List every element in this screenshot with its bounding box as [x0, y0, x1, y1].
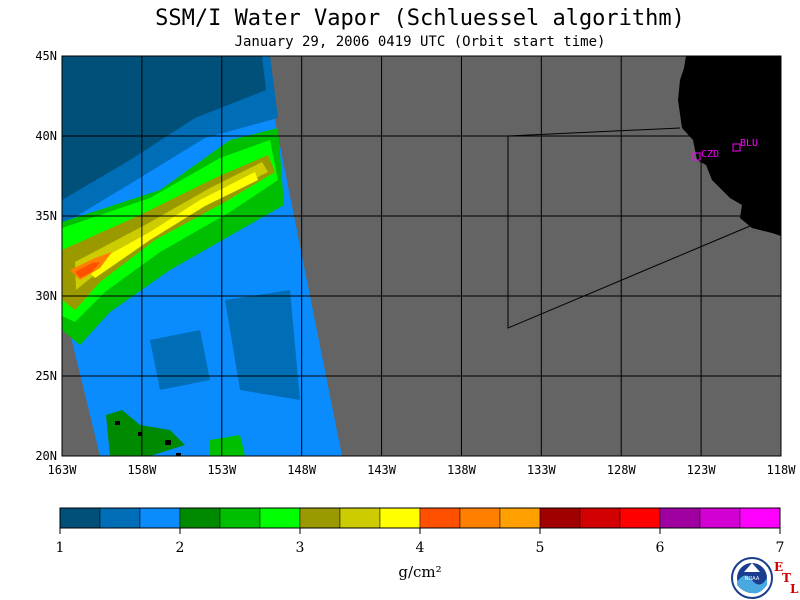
latitude-label: 45N	[35, 49, 57, 63]
swath-darkest	[62, 56, 266, 200]
etl-letter-e: E	[774, 560, 784, 574]
longitude-label: 148W	[287, 463, 317, 477]
station-blu[interactable]: BLU	[732, 138, 758, 152]
longitude-label: 153W	[207, 463, 237, 477]
latitude-label: 35N	[35, 209, 57, 223]
colorbar-swatch	[699, 507, 741, 529]
latitude-label: 40N	[35, 129, 57, 143]
colorbar-swatch	[179, 507, 221, 529]
colorbar-swatch	[659, 507, 701, 529]
map-frame	[61, 55, 782, 457]
longitude-label: 133W	[527, 463, 557, 477]
colorbar	[59, 507, 781, 529]
colorbar-units: g/cm²	[398, 563, 442, 581]
longitude-label: 143W	[367, 463, 397, 477]
longitude-labels: 163W 158W 153W 148W 143W 138W 133W 128W 123W 118W	[48, 463, 797, 477]
north-america-land	[678, 56, 781, 236]
colorbar-swatch	[139, 507, 181, 529]
colorbar-swatch	[499, 507, 541, 529]
colorbar-swatch	[299, 507, 341, 529]
colorbar-tick-label: 3	[296, 540, 305, 556]
colorbar-swatch	[59, 507, 101, 529]
station-blu-label: BLU	[740, 138, 758, 149]
colorbar-tick-label: 7	[776, 540, 785, 556]
longitude-label: 158W	[127, 463, 157, 477]
latitude-labels: 45N 40N 35N 30N 25N 20N	[35, 49, 57, 463]
etl-letter-l: L	[790, 582, 799, 596]
latitude-label: 30N	[35, 289, 57, 303]
longitude-label: 118W	[767, 463, 797, 477]
swath-patch-2	[150, 330, 210, 390]
colorbar-tick-label: 6	[656, 540, 665, 556]
colorbar-swatch	[379, 507, 421, 529]
moist-band-red	[75, 262, 100, 278]
longitude-label: 128W	[607, 463, 637, 477]
colorbar-tick-label: 4	[416, 540, 425, 556]
colorbar-tick-label: 5	[536, 540, 545, 556]
swath-patch-1	[225, 290, 300, 400]
station-czd-label: CZD	[701, 149, 719, 160]
colorbar-tick-label: 2	[176, 540, 185, 556]
swath-edge-green	[210, 435, 245, 456]
map-subtitle: January 29, 2006 0419 UTC (Orbit start t…	[234, 34, 606, 50]
longitude-label: 138W	[447, 463, 477, 477]
colorbar-swatch	[419, 507, 461, 529]
water-vapor-swath	[62, 56, 342, 456]
latitude-label: 20N	[35, 449, 57, 463]
map-title: SSM/I Water Vapor (Schluessel algorithm)	[155, 6, 685, 31]
colorbar-swatch	[259, 507, 301, 529]
noaa-logo: NOAA	[731, 557, 773, 599]
noaa-logo-text: NOAA	[745, 576, 760, 582]
colorbar-swatch	[99, 507, 141, 529]
station-czd[interactable]: CZD	[692, 149, 719, 161]
colorbar-swatch	[739, 507, 781, 529]
colorbar-swatch	[619, 507, 661, 529]
longitude-label: 163W	[48, 463, 78, 477]
flight-track	[507, 127, 681, 137]
flight-track-2	[507, 136, 751, 329]
colorbar-labels: 1 2 3 4 5 6 7	[56, 528, 785, 556]
colorbar-swatch	[219, 507, 261, 529]
colorbar-swatch	[339, 507, 381, 529]
colorbar-tick-label: 1	[56, 540, 65, 556]
moist-band-yellow	[85, 172, 258, 278]
longitude-label: 123W	[687, 463, 717, 477]
graticule	[62, 56, 781, 456]
etl-letter-t: T	[782, 571, 791, 585]
colorbar-swatch	[459, 507, 501, 529]
colorbar-swatch	[579, 507, 621, 529]
hawaiian-islands	[115, 421, 181, 456]
colorbar-swatch	[539, 507, 581, 529]
latitude-label: 25N	[35, 369, 57, 383]
